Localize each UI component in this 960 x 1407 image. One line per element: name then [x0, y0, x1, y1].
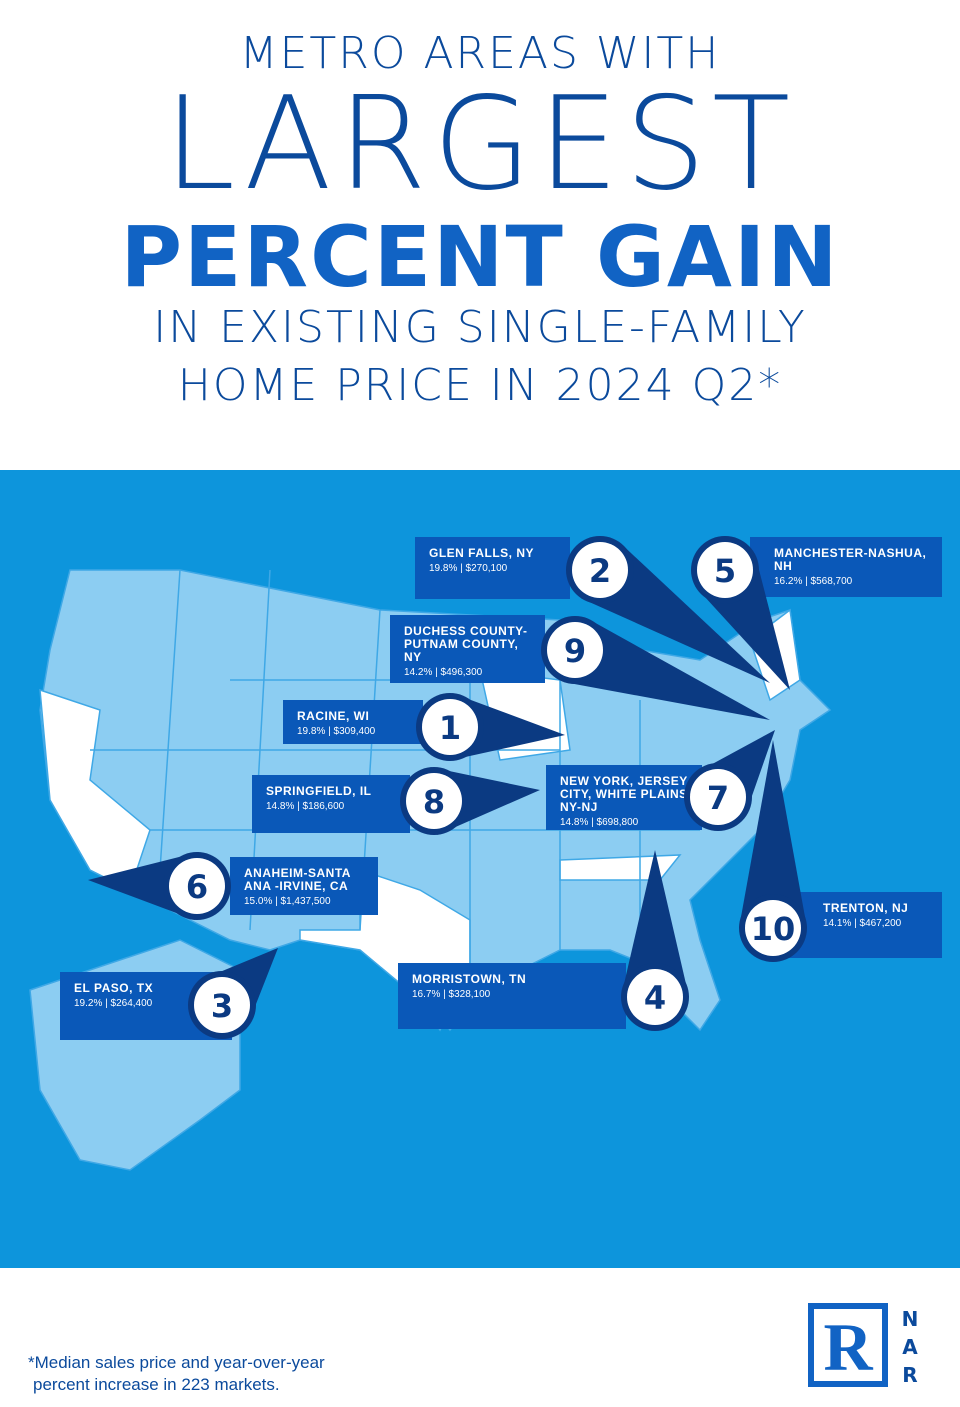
- callout-box: MORRISTOWN, TN 16.7% | $328,100: [398, 963, 626, 1029]
- callout-box: ANAHEIM-SANTA ANA -IRVINE, CA 15.0% | $1,…: [230, 857, 378, 915]
- rank-badge: [406, 773, 462, 829]
- logo-frame: [808, 1303, 888, 1387]
- callout-box: NEW YORK, JERSEY CITY, WHITE PLAINS NY-N…: [546, 765, 702, 830]
- metro-name: NEW YORK, JERSEY CITY, WHITE PLAINS NY-N…: [560, 774, 688, 814]
- rank-number: 9: [564, 632, 586, 670]
- note-line: percent increase in 223 markets.: [33, 1375, 280, 1394]
- rank-number: 8: [423, 783, 445, 821]
- metro-name: TRENTON, NJ: [823, 901, 909, 915]
- title-line: PERCENT GAIN: [120, 208, 840, 306]
- callout-box: MANCHESTER-NASHUA, NH 16.2% | $568,700: [750, 537, 942, 597]
- callout-box: GLEN FALLS, NY 19.8% | $270,100: [415, 537, 570, 599]
- rank-badge: [745, 900, 801, 956]
- callout-box: RACINE, WI 19.8% | $309,400: [283, 700, 423, 744]
- metro-name: SPRINGFIELD, IL: [266, 784, 372, 798]
- logo-letter: R: [902, 1363, 917, 1387]
- rank-number: 4: [644, 979, 666, 1017]
- metro-stat: 15.0% | $1,437,500: [244, 896, 331, 907]
- logo-letter: N: [902, 1307, 919, 1331]
- rank-badge: [690, 769, 746, 825]
- metro-stat: 19.2% | $264,400: [74, 998, 153, 1009]
- rank-badge: [547, 622, 603, 678]
- metro-stat: 14.8% | $698,800: [560, 817, 639, 828]
- callout-box: DUCHESS COUNTY-PUTNAM COUNTY, NY 14.2% | …: [390, 615, 545, 683]
- title-line: HOME PRICE IN 2024 Q2*: [177, 360, 783, 411]
- pointer: [739, 740, 807, 928]
- rank-number: 3: [211, 987, 233, 1025]
- metro-stat: 19.8% | $309,400: [297, 726, 376, 737]
- callout-box: TRENTON, NJ 14.1% | $467,200: [775, 892, 942, 958]
- rank-badge: [169, 858, 225, 914]
- metro-name: EL PASO, TX: [74, 981, 154, 995]
- title-line: IN EXISTING SINGLE-FAMILY: [153, 302, 807, 353]
- state-white: [39, 688, 151, 892]
- rank-number: 1: [439, 709, 461, 747]
- metro-name: RACINE, WI: [297, 709, 370, 723]
- rank-badge: [194, 977, 250, 1033]
- logo-letter: A: [902, 1335, 918, 1359]
- footnote: *Median sales price and year-over-year p…: [28, 1352, 325, 1396]
- title-line: LARGEST: [163, 70, 797, 219]
- rank-badge: [627, 969, 683, 1025]
- metro-stat: 14.8% | $186,600: [266, 801, 345, 812]
- rank-badge: [422, 699, 478, 755]
- note-line: *Median sales price and year-over-year: [28, 1353, 325, 1372]
- rank-number: 10: [751, 910, 796, 948]
- metro-stat: 16.7% | $328,100: [412, 989, 491, 1000]
- metro-name: MORRISTOWN, TN: [412, 972, 527, 986]
- metro-stat: 16.2% | $568,700: [774, 576, 853, 587]
- rank-number: 6: [186, 868, 208, 906]
- nar-logo: R N A R: [808, 1303, 919, 1387]
- rank-badge: [572, 542, 628, 598]
- metro-stat: 14.2% | $496,300: [404, 667, 483, 678]
- logo-mark: R: [823, 1309, 873, 1385]
- pointer: [621, 850, 689, 997]
- rank-badge: [697, 542, 753, 598]
- metro-name: DUCHESS COUNTY-PUTNAM COUNTY, NY: [404, 624, 528, 664]
- metro-stat: 14.1% | $467,200: [823, 918, 902, 929]
- rank-number: 7: [707, 779, 729, 817]
- callout-box: SPRINGFIELD, IL 14.8% | $186,600: [252, 775, 410, 833]
- title-line: METRO AREAS WITH: [239, 28, 721, 79]
- rank-number: 2: [589, 552, 611, 590]
- pointer: [563, 617, 770, 720]
- metro-name: ANAHEIM-SANTA ANA -IRVINE, CA: [244, 866, 351, 893]
- metro-name: MANCHESTER-NASHUA, NH: [774, 546, 927, 573]
- metro-name: GLEN FALLS, NY: [429, 546, 535, 560]
- rank-number: 5: [714, 552, 736, 590]
- metro-stat: 19.8% | $270,100: [429, 563, 508, 574]
